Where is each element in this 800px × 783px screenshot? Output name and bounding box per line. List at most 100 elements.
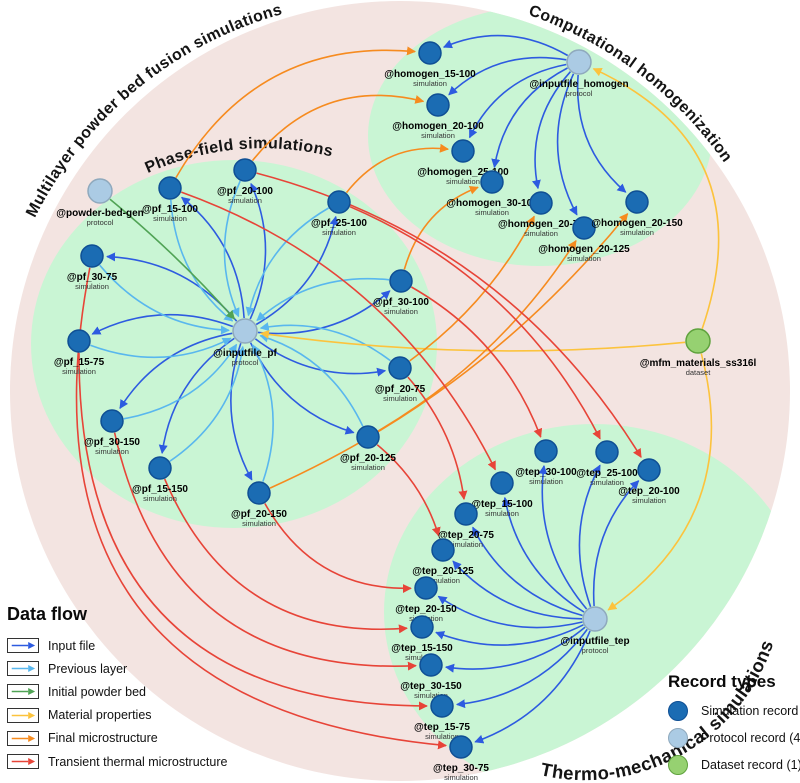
edge-input-inputfile_homogen-to-homogen_20-125	[556, 73, 578, 216]
node-type-label-pf_15-150: simulation	[143, 494, 177, 503]
node-tep_30-75[interactable]	[449, 735, 473, 759]
node-label-homogen_30-100: @homogen_30-100	[446, 198, 538, 209]
node-label-tep_20-100: @tep_20-100	[618, 486, 680, 497]
node-type-label-homogen_30-100: simulation	[475, 208, 509, 217]
node-pf_15-100[interactable]	[158, 176, 182, 200]
edge-final-pf_20-75-to-homogen_20-75	[409, 215, 535, 362]
record-legend-item-protocol: Protocol record (4)	[668, 724, 800, 751]
edge-input-inputfile_tep-to-tep_20-75	[472, 526, 583, 617]
node-tep_15-150[interactable]	[410, 615, 434, 639]
record-types-legend: Record types Simulation record (29) Proto…	[668, 672, 800, 778]
edge-input-inputfile_pf-to-pf_15-75	[91, 313, 234, 335]
node-homogen_20-75[interactable]	[529, 191, 553, 215]
node-mfm_materials_ss316l[interactable]	[685, 328, 711, 354]
node-label-inputfile_homogen: @inputfile_homogen	[529, 79, 628, 90]
node-tep_20-75[interactable]	[454, 502, 478, 526]
node-type-label-tep_20-125: simulation	[426, 576, 460, 585]
edge-input-inputfile_homogen-to-homogen_15-100	[442, 34, 569, 57]
node-pf_25-100[interactable]	[327, 190, 351, 214]
edge-final-pf_25-100-to-homogen_25-100	[345, 143, 449, 194]
edge-transient-pf_20-100-to-tep_20-100	[256, 172, 642, 458]
edge-input-inputfile_homogen-to-homogen_30-100	[491, 67, 568, 169]
edge-transient-pf_30-75-to-tep_30-75	[75, 267, 447, 750]
node-tep_20-100[interactable]	[637, 458, 661, 482]
node-type-label-homogen_20-150: simulation	[620, 228, 654, 237]
node-pf_30-150[interactable]	[100, 409, 124, 433]
node-label-tep_15-100: @tep_15-100	[471, 499, 533, 510]
node-tep_20-125[interactable]	[431, 538, 455, 562]
node-inputfile_tep[interactable]	[582, 606, 608, 632]
node-type-label-pf_15-100: simulation	[153, 214, 187, 223]
node-tep_20-150[interactable]	[414, 576, 438, 600]
edge-material-mfm_materials_ss316l-to-inputfile_pf	[259, 329, 686, 352]
node-inputfile_homogen[interactable]	[566, 49, 592, 75]
node-inputfile_pf[interactable]	[232, 318, 258, 344]
node-tep_15-75[interactable]	[430, 694, 454, 718]
node-homogen_30-100[interactable]	[480, 170, 504, 194]
record-legend-label: Dataset record (1)	[701, 757, 800, 772]
node-pf_20-150[interactable]	[247, 481, 271, 505]
edge-input-inputfile_pf-to-pf_20-100	[249, 182, 267, 320]
node-label-homogen_15-100: @homogen_15-100	[384, 69, 476, 80]
node-label-powder-bed-gen: @powder-bed-gen	[56, 208, 144, 219]
node-tep_30-100[interactable]	[534, 439, 558, 463]
node-pf_30-100[interactable]	[389, 269, 413, 293]
edge-input-inputfile_pf-to-pf_30-150	[119, 332, 233, 410]
node-pf_20-75[interactable]	[388, 356, 412, 380]
node-tep_30-150[interactable]	[419, 653, 443, 677]
edge-prev-pf_30-100-to-inputfile_pf	[256, 277, 390, 321]
node-type-label-tep_30-100: simulation	[529, 477, 563, 486]
node-type-label-tep_15-100: simulation	[485, 509, 519, 518]
material-arrow-icon	[7, 707, 39, 723]
node-label-tep_30-150: @tep_30-150	[400, 681, 462, 692]
edge-transient-pf_20-150-to-tep_20-150	[264, 503, 412, 593]
node-pf_15-75[interactable]	[67, 329, 91, 353]
flow-legend-item-input: Input file	[7, 634, 227, 657]
node-tep_15-100[interactable]	[490, 471, 514, 495]
edge-powder-powder-bed-gen-to-inputfile_pf	[109, 198, 235, 320]
node-type-label-tep_30-150: simulation	[414, 691, 448, 700]
edge-input-inputfile_homogen-to-homogen_20-75	[531, 71, 571, 190]
node-homogen_20-100[interactable]	[426, 93, 450, 117]
node-powder-bed-gen[interactable]	[87, 178, 113, 204]
node-label-pf_30-100: @pf_30-100	[373, 297, 429, 308]
node-homogen_25-100[interactable]	[451, 139, 475, 163]
node-homogen_20-125[interactable]	[572, 216, 596, 240]
edge-input-inputfile_tep-to-tep_15-100	[501, 496, 585, 613]
node-pf_30-75[interactable]	[80, 244, 104, 268]
node-type-label-homogen_20-75: simulation	[524, 229, 558, 238]
record-legend-item-simulation: Simulation record (29)	[668, 697, 800, 724]
flow-legend-label: Material properties	[48, 708, 152, 723]
flow-legend-item-prev: Previous layer	[7, 657, 227, 680]
node-pf_20-125[interactable]	[356, 425, 380, 449]
edge-input-inputfile_homogen-to-homogen_20-150	[576, 74, 627, 193]
data-flow-legend: Data flow Input file Previous layer Initia…	[7, 604, 227, 773]
edge-input-inputfile_tep-to-tep_20-150	[437, 595, 583, 629]
node-type-label-pf_30-75: simulation	[75, 282, 109, 291]
edge-prev-pf_20-75-to-inputfile_pf	[259, 322, 391, 362]
node-homogen_20-150[interactable]	[625, 190, 649, 214]
node-type-label-tep_15-75: simulation	[425, 732, 459, 741]
edge-transient-pf_30-150-to-tep_30-150	[113, 432, 417, 671]
node-homogen_15-100[interactable]	[418, 41, 442, 65]
dataset-record-icon	[668, 754, 688, 775]
node-tep_25-100[interactable]	[595, 440, 619, 464]
record-legend-label: Simulation record (29)	[701, 703, 800, 718]
simulation-record-icon	[668, 700, 688, 721]
transient-arrow-icon	[7, 754, 39, 770]
node-label-pf_15-150: @pf_15-150	[132, 484, 188, 495]
flow-legend-label: Final microstructure	[48, 731, 158, 746]
node-pf_15-150[interactable]	[148, 456, 172, 480]
edge-material-mfm_materials_ss316l-to-inputfile_tep	[607, 353, 713, 611]
node-pf_20-100[interactable]	[233, 158, 257, 182]
node-label-tep_30-75: @tep_30-75	[433, 763, 489, 774]
node-label-mfm_materials_ss316l: @mfm_materials_ss316l	[640, 358, 757, 369]
edge-final-pf_30-100-to-homogen_30-100	[403, 185, 479, 270]
node-label-tep_20-75: @tep_20-75	[438, 530, 494, 541]
node-label-pf_15-100: @pf_15-100	[142, 204, 198, 215]
node-type-label-pf_20-100: simulation	[228, 196, 262, 205]
flow-legend-label: Transient thermal microstructure	[48, 754, 228, 769]
edge-prev-pf_20-100-to-inputfile_pf	[223, 180, 241, 318]
edge-input-inputfile_pf-to-pf_15-150	[158, 337, 235, 454]
